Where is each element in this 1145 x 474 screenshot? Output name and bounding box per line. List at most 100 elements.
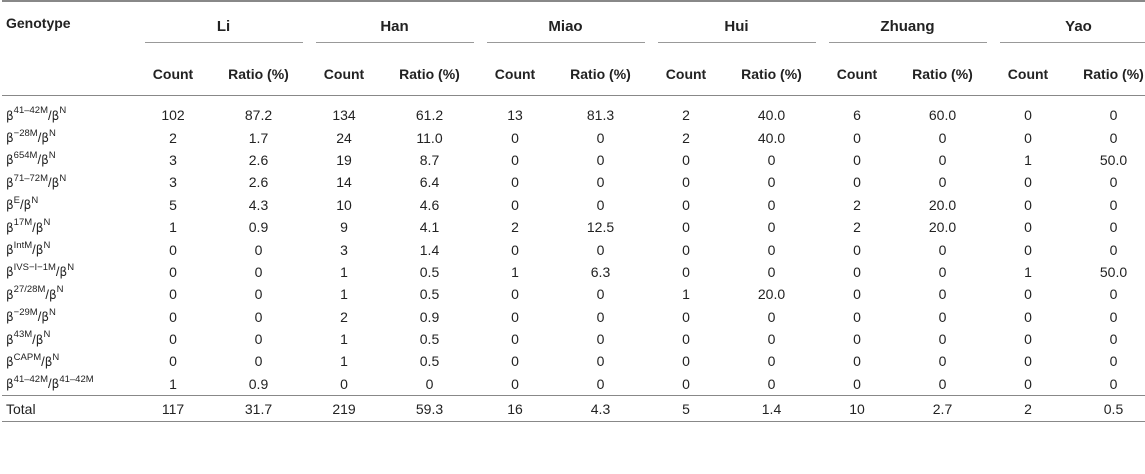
ratio-cell: 2.6 (248, 151, 269, 168)
beta-symbol: β (6, 108, 14, 123)
count-cell: 6 (853, 107, 861, 124)
ratio-header: Ratio (%) (721, 53, 822, 96)
table-row: β−29M/βN 0 0 2 0.9 0 0 0 0 0 0 0 0 (2, 306, 1145, 328)
count-header: Count (822, 53, 892, 96)
genotype-cell: β71–72M/βN (2, 171, 138, 193)
beta-symbol: β (51, 108, 60, 123)
count-cell: 3 (169, 151, 177, 168)
table-row: β17M/βN 1 0.9 9 4.1 2 12.5 0 0 2 20.0 0 0 (2, 216, 1145, 238)
ratio-cell: 0 (1109, 331, 1118, 348)
count-cell: 0 (853, 174, 861, 191)
count-cell: 0 (1024, 196, 1032, 213)
count-cell: 0 (682, 263, 690, 280)
count-cell: 10 (336, 196, 352, 213)
table-row: βIntM/βN 0 0 3 1.4 0 0 0 0 0 0 0 0 (2, 238, 1145, 260)
beta-symbol: β (6, 310, 14, 325)
count-cell: 0 (1024, 129, 1032, 146)
ratio-cell: 0 (938, 129, 947, 146)
table-row: βE/βN 5 4.3 10 4.6 0 0 0 0 2 20.0 0 0 (2, 194, 1145, 216)
count-cell: 0 (169, 308, 177, 325)
count-header: Count (651, 53, 721, 96)
genotype-allele-1: IntM (13, 239, 33, 251)
genotype-allele-1: 71–72M (13, 172, 49, 184)
count-cell: 0 (1024, 375, 1032, 392)
count-cell: 0 (853, 331, 861, 348)
ratio-cell: 0 (767, 174, 776, 191)
ratio-cell: 0.5 (419, 263, 440, 280)
group-label: Li (144, 18, 303, 43)
count-cell: 2 (853, 196, 861, 213)
ratio-cell: 81.3 (586, 107, 615, 124)
ratio-cell: 0 (254, 353, 263, 370)
count-cell: 24 (336, 129, 352, 146)
count-cell: 13 (507, 107, 523, 124)
ratio-cell: 0 (938, 174, 947, 191)
slash: / (32, 331, 36, 347)
slash: / (48, 376, 52, 392)
count-header: Count (480, 53, 550, 96)
ratio-cell: 0 (596, 375, 605, 392)
group-label: Han (315, 18, 474, 43)
table-row: β−28M/βN 2 1.7 24 11.0 0 0 2 40.0 0 0 0 0 (2, 126, 1145, 148)
genotype-cell: βE/βN (2, 194, 138, 216)
count-cell: 0 (1024, 353, 1032, 370)
count-cell: 14 (336, 174, 352, 191)
ratio-cell: 0 (767, 353, 776, 370)
count-cell: 0 (853, 129, 861, 146)
beta-symbol: β (6, 153, 14, 168)
ratio-cell: 50.0 (1099, 151, 1128, 168)
beta-symbol: β (23, 198, 32, 213)
genotype-cell: β27/28M/βN (2, 283, 138, 305)
total-ratio-cell: 2.7 (892, 395, 993, 423)
group-header-miao: Miao (480, 1, 651, 53)
group-label: Hui (657, 18, 816, 43)
count-cell: 1 (1024, 263, 1032, 280)
ratio-cell: 0 (254, 286, 263, 303)
count-cell: 0 (511, 129, 519, 146)
count-cell: 1 (1024, 151, 1032, 168)
ratio-cell: 20.0 (928, 219, 957, 236)
group-header-zhuang: Zhuang (822, 1, 993, 53)
ratio-cell: 0 (1109, 286, 1118, 303)
genotype-allele-2: N (48, 150, 56, 162)
ratio-cell: 4.3 (248, 196, 269, 213)
group-label: Yao (999, 18, 1145, 43)
count-cell: 0 (1024, 286, 1032, 303)
count-cell: 2 (682, 107, 690, 124)
ratio-cell: 0 (767, 331, 776, 348)
genotype-allele-1: 17M (13, 217, 33, 229)
count-cell: 0 (511, 308, 519, 325)
ratio-cell: 0 (938, 308, 947, 325)
count-cell: 1 (169, 219, 177, 236)
table-row: β41–42M/β41–42M 1 0.9 0 0 0 0 0 0 0 0 0 0 (2, 373, 1145, 396)
genotype-cell: βIVS−I−1M/βN (2, 261, 138, 283)
count-cell: 0 (169, 286, 177, 303)
count-cell: 5 (169, 196, 177, 213)
total-ratio-cell: 31.7 (208, 395, 309, 423)
count-cell: 0 (1024, 241, 1032, 258)
table-row: β41–42M/βN 102 87.2 134 61.2 13 81.3 2 40.0 6 60.0… (2, 96, 1145, 127)
count-cell: 0 (511, 353, 519, 370)
count-cell: 1 (169, 375, 177, 392)
ratio-cell: 0 (938, 353, 947, 370)
genotype-cell: β41–42M/β41–42M (2, 373, 138, 396)
group-header-row: Genotype Li Han Miao Hui Zhuang Yao (2, 1, 1145, 53)
ratio-cell: 0 (938, 151, 947, 168)
ratio-cell: 0 (596, 286, 605, 303)
ratio-cell: 0 (938, 375, 947, 392)
beta-symbol: β (41, 131, 49, 146)
genotype-allele-2: N (67, 262, 75, 274)
slash: / (20, 197, 24, 213)
count-header: Count (309, 53, 379, 96)
beta-symbol: β (51, 175, 60, 190)
genotype-allele-2: N (31, 194, 39, 206)
count-cell: 0 (853, 241, 861, 258)
count-cell: 0 (682, 241, 690, 258)
beta-symbol: β (6, 354, 14, 369)
ratio-cell: 12.5 (586, 219, 615, 236)
count-cell: 0 (682, 353, 690, 370)
genotype-distribution-table: Genotype Li Han Miao Hui Zhuang Yao Coun… (2, 0, 1145, 423)
ratio-cell: 87.2 (244, 107, 273, 124)
ratio-cell: 0 (254, 308, 263, 325)
slash: / (37, 309, 42, 325)
